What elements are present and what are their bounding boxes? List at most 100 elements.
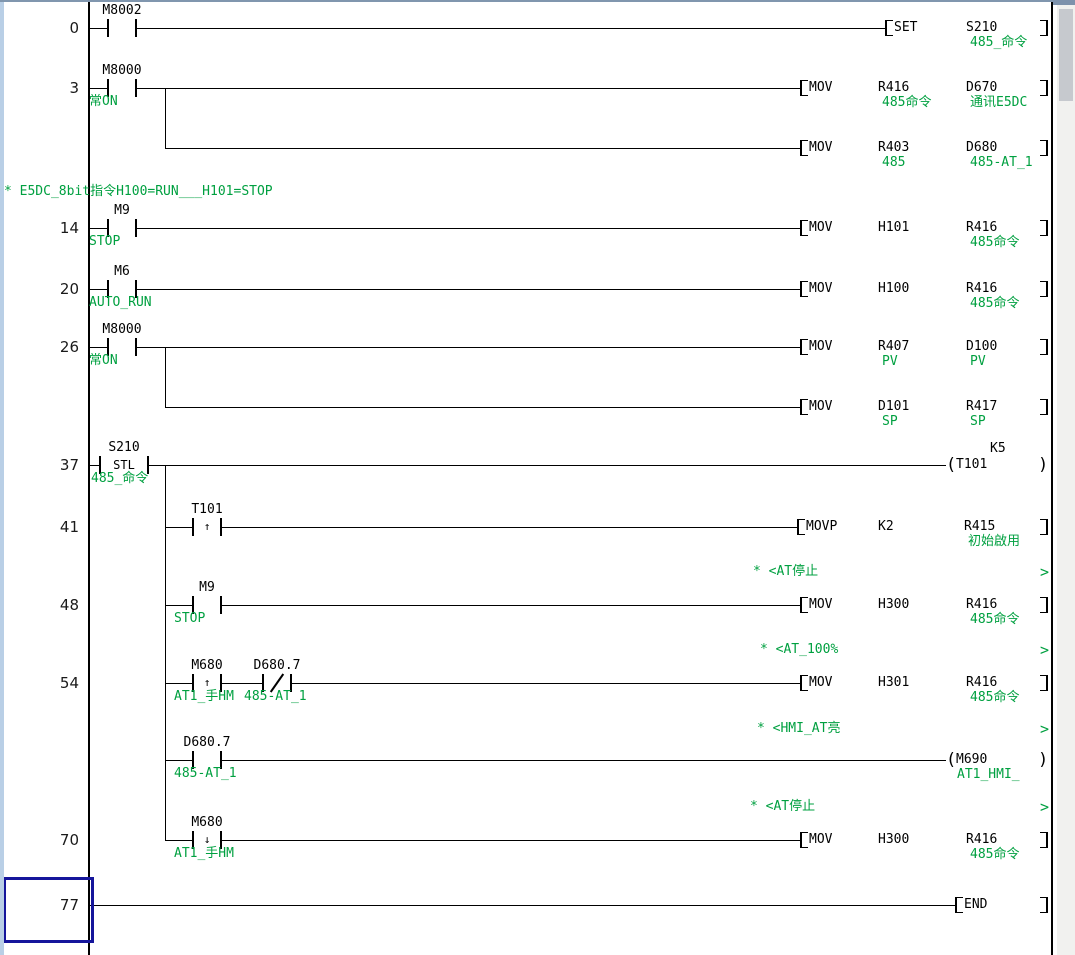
- instruction-opcode[interactable]: MOV: [809, 220, 833, 235]
- coil-open-paren: (: [946, 455, 957, 475]
- rung-wire: [165, 527, 797, 529]
- operand-label: 485命令: [970, 296, 1020, 311]
- window-left-strip: [0, 2, 4, 955]
- contact-bar-right: [135, 338, 137, 356]
- contact-up[interactable]: [192, 674, 222, 692]
- operand[interactable]: D680: [966, 140, 998, 155]
- operand[interactable]: H300: [878, 597, 910, 612]
- coil-device[interactable]: T101: [956, 457, 988, 472]
- vertical-scrollbar[interactable]: [1057, 5, 1075, 955]
- device-name: T101: [191, 502, 223, 517]
- device-label: 常ON: [89, 353, 118, 368]
- device-name: D680.7: [183, 735, 231, 750]
- contact-bar-right: [135, 219, 137, 237]
- device-label: 常ON: [89, 94, 118, 109]
- instruction-opcode[interactable]: SET: [894, 20, 918, 35]
- instruction-opcode[interactable]: MOV: [809, 80, 833, 95]
- operand-label: 485-AT_1: [970, 155, 1033, 170]
- instruction-opcode[interactable]: MOV: [809, 399, 833, 414]
- operand[interactable]: R416: [966, 597, 998, 612]
- instruction-opcode[interactable]: MOV: [809, 597, 833, 612]
- window-top-border: [0, 0, 1075, 2]
- operand[interactable]: R416: [966, 220, 998, 235]
- device-label: STOP: [174, 611, 206, 626]
- operand[interactable]: D670: [966, 80, 998, 95]
- contact-bar-left: [107, 79, 109, 97]
- instruction-open-bracket: [800, 399, 808, 415]
- instruction-opcode[interactable]: MOV: [809, 140, 833, 155]
- contact-no[interactable]: [107, 79, 137, 97]
- instruction-open-bracket: [800, 339, 808, 355]
- operand[interactable]: H300: [878, 832, 910, 847]
- rung-wire: [88, 28, 885, 30]
- instruction-opcode[interactable]: MOV: [809, 339, 833, 354]
- rung-wire: [165, 407, 800, 409]
- rung-comment: * E5DC_8bit指令H100=RUN___H101=STOP: [4, 184, 273, 199]
- instruction-open-bracket: [800, 220, 808, 236]
- operand[interactable]: K2: [878, 519, 894, 534]
- operand[interactable]: H301: [878, 675, 910, 690]
- rung-wire: [165, 148, 800, 150]
- operand[interactable]: D101: [878, 399, 910, 414]
- instruction-opcode[interactable]: MOV: [809, 281, 833, 296]
- device-name: M8000: [102, 63, 142, 78]
- instruction-open-bracket: [800, 140, 808, 156]
- contact-up[interactable]: [192, 518, 222, 536]
- contact-bar-left: [107, 280, 109, 298]
- operand[interactable]: H100: [878, 281, 910, 296]
- instruction-close-bracket: [1040, 339, 1048, 355]
- instruction-close-bracket: [1040, 140, 1048, 156]
- scrollbar-thumb[interactable]: [1059, 9, 1073, 101]
- contact-bar-left: [99, 456, 101, 474]
- operand[interactable]: S210: [966, 20, 998, 35]
- contact-no[interactable]: [107, 19, 137, 37]
- device-label: AUTO_RUN: [89, 295, 152, 310]
- operand[interactable]: R416: [966, 832, 998, 847]
- operand[interactable]: D100: [966, 339, 998, 354]
- contact-stl[interactable]: [99, 456, 149, 474]
- instruction-close-bracket: [1040, 20, 1048, 36]
- device-label: 485-AT_1: [244, 689, 307, 704]
- continuation-arrow-icon: >: [1040, 798, 1050, 816]
- branch-line: [165, 347, 167, 407]
- contact-no[interactable]: [107, 338, 137, 356]
- coil-open-paren: (: [946, 750, 957, 770]
- instruction-close-bracket: [1040, 832, 1048, 848]
- contact-no[interactable]: [192, 751, 222, 769]
- rung-wire: [165, 840, 800, 842]
- operand-label: SP: [970, 414, 986, 429]
- contact-no[interactable]: [107, 219, 137, 237]
- operand[interactable]: R415: [964, 519, 996, 534]
- contact-no[interactable]: [107, 280, 137, 298]
- rung-wire: [88, 465, 946, 467]
- contact-bar-right: [147, 456, 149, 474]
- operand[interactable]: R416: [966, 675, 998, 690]
- contact-bar-left: [107, 338, 109, 356]
- instruction-opcode[interactable]: END: [964, 897, 988, 912]
- scrollbar-top-cap: [1053, 0, 1075, 5]
- coil-device[interactable]: M690: [956, 752, 988, 767]
- instruction-open-bracket: [797, 519, 805, 535]
- device-name: M9: [199, 580, 215, 595]
- operand[interactable]: R407: [878, 339, 910, 354]
- instruction-open-bracket: [800, 832, 808, 848]
- rung-wire: [165, 605, 800, 607]
- contact-no[interactable]: [192, 596, 222, 614]
- instruction-open-bracket: [800, 675, 808, 691]
- operand[interactable]: R417: [966, 399, 998, 414]
- edge-arrow-icon: ↑: [203, 676, 211, 689]
- instruction-opcode[interactable]: MOV: [809, 675, 833, 690]
- instruction-open-bracket: [955, 897, 963, 913]
- contact-down[interactable]: [192, 831, 222, 849]
- selection-cursor[interactable]: [3, 877, 94, 943]
- instruction-opcode[interactable]: MOVP: [806, 519, 838, 534]
- instruction-opcode[interactable]: MOV: [809, 832, 833, 847]
- operand[interactable]: R416: [878, 80, 910, 95]
- operand[interactable]: H101: [878, 220, 910, 235]
- operand[interactable]: R403: [878, 140, 910, 155]
- edge-arrow-icon: ↑: [203, 520, 211, 533]
- coil-close-paren: ): [1038, 455, 1049, 475]
- operand[interactable]: R416: [966, 281, 998, 296]
- contact-bar-left: [192, 831, 194, 849]
